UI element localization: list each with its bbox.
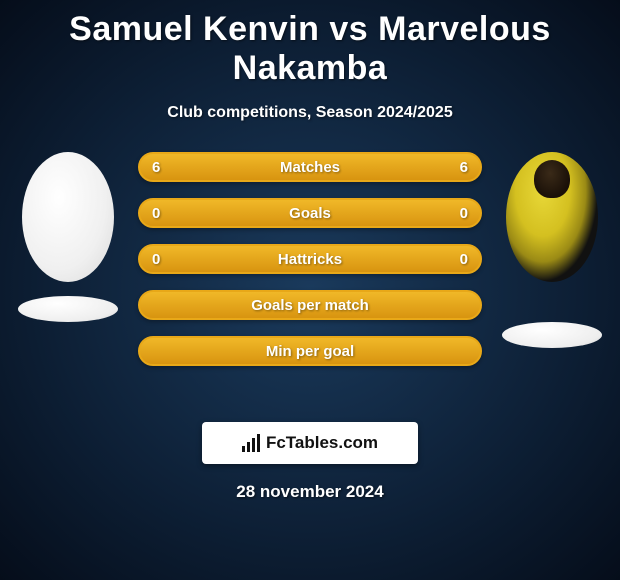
comparison-area: 6 Matches 6 0 Goals 0 0 Hattricks 0 Goal… <box>0 152 620 412</box>
player-right-tag <box>502 322 602 348</box>
bar-chart-icon <box>242 434 260 452</box>
stat-right-value: 0 <box>448 205 468 222</box>
page-title: Samuel Kenvin vs Marvelous Nakamba <box>0 0 620 88</box>
avatar-right <box>506 152 598 282</box>
stat-label: Goals <box>172 205 448 222</box>
stat-left-value: 0 <box>152 205 172 222</box>
stat-row-hattricks: 0 Hattricks 0 <box>138 244 482 274</box>
stat-right-value: 0 <box>448 251 468 268</box>
stat-label: Matches <box>172 159 448 176</box>
stat-row-goals: 0 Goals 0 <box>138 198 482 228</box>
stat-left-value: 0 <box>152 251 172 268</box>
stat-label: Goals per match <box>172 297 448 314</box>
avatar-placeholder-left <box>22 152 114 282</box>
footer-logo-text: FcTables.com <box>242 433 378 453</box>
footer-date: 28 november 2024 <box>0 482 620 502</box>
subtitle: Club competitions, Season 2024/2025 <box>0 104 620 122</box>
stat-row-matches: 6 Matches 6 <box>138 152 482 182</box>
stat-left-value: 6 <box>152 159 172 176</box>
stat-label: Min per goal <box>172 343 448 360</box>
footer-logo-label: FcTables.com <box>266 433 378 453</box>
stat-row-min-per-goal: Min per goal <box>138 336 482 366</box>
stat-right-value: 6 <box>448 159 468 176</box>
stat-row-goals-per-match: Goals per match <box>138 290 482 320</box>
player-left-column <box>8 152 128 322</box>
player-right-column <box>492 152 612 348</box>
stat-label: Hattricks <box>172 251 448 268</box>
footer-logo: FcTables.com <box>202 422 418 464</box>
stat-rows: 6 Matches 6 0 Goals 0 0 Hattricks 0 Goal… <box>138 152 482 382</box>
player-left-tag <box>18 296 118 322</box>
